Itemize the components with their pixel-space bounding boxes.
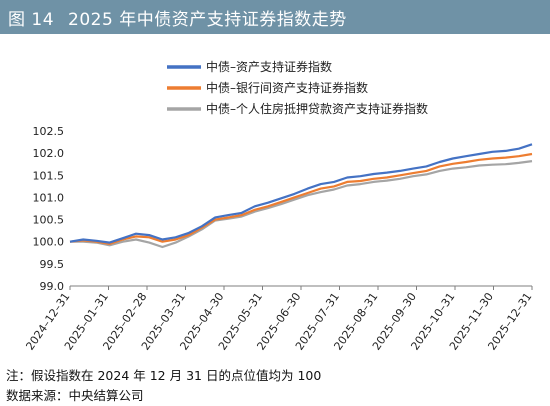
chart-legend: 中债–资产支持证券指数中债–银行间资产支持证券指数中债–个人住房抵押贷款资产支持…: [167, 59, 428, 116]
legend-item: 中债–银行间资产支持证券指数: [167, 80, 368, 95]
legend-item: 中债–资产支持证券指数: [167, 59, 332, 74]
source-text: 数据来源：中央结算公司: [6, 388, 144, 403]
y-tick-label: 102.5: [33, 125, 65, 138]
figure-number: 图 14: [8, 9, 55, 30]
legend-item: 中债–个人住房抵押贷款资产支持证券指数: [167, 101, 428, 116]
y-tick-label: 100.0: [33, 236, 65, 249]
figure-title-bar: 图 14 2025 年中债资产支持证券指数走势: [0, 0, 550, 34]
y-tick-label: 99.5: [40, 258, 65, 271]
figure-title: 2025 年中债资产支持证券指数走势: [68, 9, 347, 30]
y-tick-label: 102.0: [33, 147, 65, 160]
x-axis: 2024–12–312025–01–312025–02–282025–03–31…: [23, 285, 534, 353]
figure-notes: 注：假设指数在 2024 年 12 月 31 日的点位值均为 100 数据来源：…: [6, 366, 546, 406]
y-tick-label: 101.5: [33, 169, 65, 182]
series-line: [70, 160, 533, 249]
legend-label: 中债–资产支持证券指数: [206, 59, 332, 74]
y-axis: 102.5 102.0 101.5 101.0 100.5 100.0 99.5 99.0: [33, 125, 65, 293]
legend-label: 中债–个人住房抵押贷款资产支持证券指数: [206, 101, 428, 116]
line-chart: 中债–资产支持证券指数中债–银行间资产支持证券指数中债–个人住房抵押贷款资产支持…: [23, 59, 534, 353]
note-text: 注：假设指数在 2024 年 12 月 31 日的点位值均为 100: [6, 368, 322, 383]
y-tick-label: 99.0: [40, 280, 65, 293]
y-tick-label: 100.5: [33, 214, 65, 227]
series-line: [69, 152, 533, 245]
y-tick-label: 101.0: [33, 191, 65, 204]
series-line: [69, 143, 533, 244]
legend-label: 中债–银行间资产支持证券指数: [206, 80, 368, 95]
series-lines: [69, 143, 533, 249]
